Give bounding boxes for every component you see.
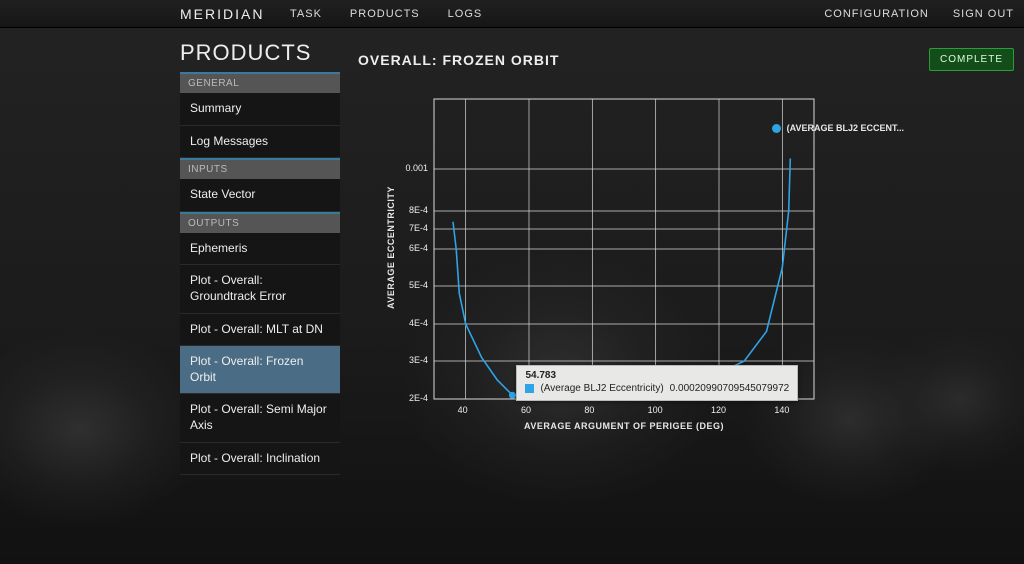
x-axis-label: AVERAGE ARGUMENT OF PERIGEE (DEG) [524, 421, 724, 431]
content: PRODUCTS GENERALSummaryLog MessagesINPUT… [0, 28, 1024, 564]
chart-tooltip: 54.783 (Average BLJ2 Eccentricity) 0.000… [516, 365, 798, 401]
sidebar-item[interactable]: Plot - Overall: MLT at DN [180, 314, 340, 347]
sidebar-item[interactable]: State Vector [180, 179, 340, 212]
sidebar-item[interactable]: Summary [180, 93, 340, 126]
main-title: OVERALL: FROZEN ORBIT [358, 52, 559, 68]
brand-logo[interactable]: MERIDIAN [180, 0, 264, 28]
sidebar-group-header: INPUTS [180, 158, 340, 179]
y-tick-label: 8E-4 [409, 205, 428, 215]
x-tick-label: 60 [521, 405, 531, 415]
legend-swatch-icon [772, 124, 781, 133]
nav-sign-out[interactable]: SIGN OUT [953, 8, 1014, 20]
sidebar-item[interactable]: Plot - Overall: Frozen Orbit [180, 346, 340, 394]
main-header: OVERALL: FROZEN ORBIT COMPLETE [358, 48, 1014, 71]
sidebar-group-header: OUTPUTS [180, 212, 340, 233]
sidebar-item[interactable]: Ephemeris [180, 233, 340, 266]
y-tick-label: 6E-4 [409, 243, 428, 253]
y-tick-label: 7E-4 [409, 223, 428, 233]
y-axis-label: AVERAGE ECCENTRICITY [386, 186, 396, 309]
chart[interactable]: (AVERAGE BLJ2 ECCENT... AVERAGE ECCENTRI… [364, 79, 844, 449]
x-tick-label: 100 [648, 405, 663, 415]
sidebar-item[interactable]: Plot - Overall: Groundtrack Error [180, 265, 340, 313]
sidebar: GENERALSummaryLog MessagesINPUTSState Ve… [180, 72, 340, 475]
nav-configuration[interactable]: CONFIGURATION [824, 8, 928, 20]
nav-logs[interactable]: LOGS [448, 8, 483, 20]
tooltip-series-label: (Average BLJ2 Eccentricity) [540, 383, 663, 394]
sidebar-item[interactable]: Plot - Overall: Semi Major Axis [180, 394, 340, 442]
tooltip-value: 0.00020990709545079972 [670, 383, 790, 394]
tooltip-swatch-icon [525, 384, 534, 393]
nav-products[interactable]: PRODUCTS [350, 8, 420, 20]
y-tick-label: 0.001 [405, 163, 428, 173]
sidebar-item[interactable]: Log Messages [180, 126, 340, 159]
nav-task[interactable]: TASK [290, 8, 322, 20]
nav-right: CONFIGURATION SIGN OUT [824, 8, 1014, 20]
page-title: PRODUCTS [180, 40, 340, 66]
chart-legend[interactable]: (AVERAGE BLJ2 ECCENT... [772, 123, 904, 133]
tooltip-title: 54.783 [525, 370, 789, 381]
nav-left: TASK PRODUCTS LOGS [290, 8, 482, 20]
y-tick-label: 2E-4 [409, 393, 428, 403]
left-column: PRODUCTS GENERALSummaryLog MessagesINPUT… [180, 38, 340, 564]
status-badge: COMPLETE [929, 48, 1014, 71]
y-tick-label: 4E-4 [409, 318, 428, 328]
sidebar-group-header: GENERAL [180, 72, 340, 93]
legend-label: (AVERAGE BLJ2 ECCENT... [787, 123, 904, 133]
x-tick-label: 40 [458, 405, 468, 415]
x-tick-label: 140 [774, 405, 789, 415]
x-tick-label: 120 [711, 405, 726, 415]
y-tick-label: 5E-4 [409, 280, 428, 290]
topbar: MERIDIAN TASK PRODUCTS LOGS CONFIGURATIO… [0, 0, 1024, 28]
y-tick-label: 3E-4 [409, 355, 428, 365]
main-column: OVERALL: FROZEN ORBIT COMPLETE (AVERAGE … [340, 38, 1024, 564]
x-tick-label: 80 [584, 405, 594, 415]
sidebar-item[interactable]: Plot - Overall: Inclination [180, 443, 340, 476]
